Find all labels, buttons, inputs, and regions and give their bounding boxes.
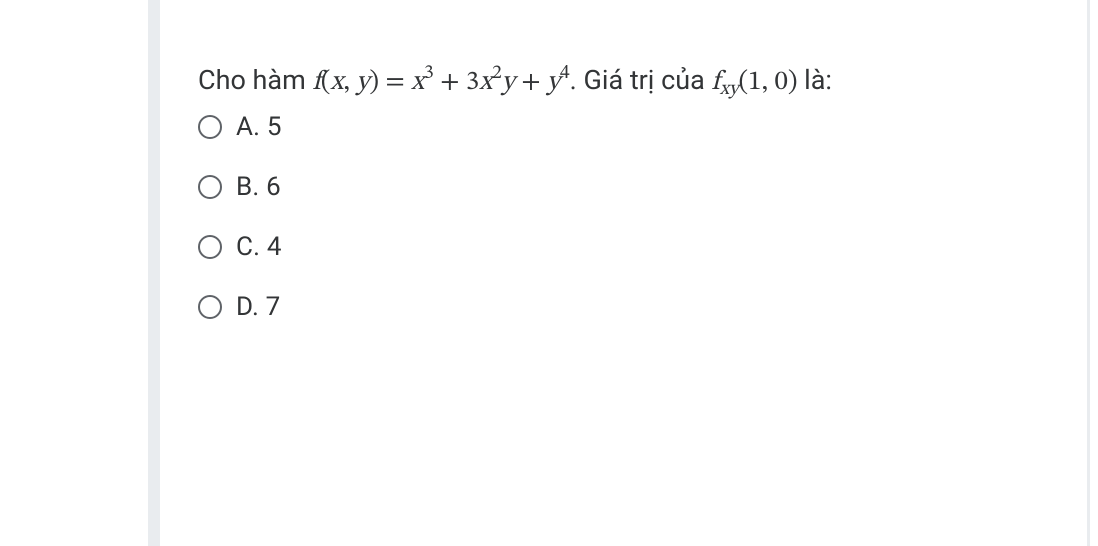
deriv-open: ( [738, 69, 748, 96]
option-c[interactable]: C. 4 [198, 232, 938, 262]
option-a[interactable]: A. 5 [198, 112, 938, 142]
deriv-sub: xy [720, 79, 739, 99]
deriv-arg2: 0 [774, 69, 787, 96]
question-prefix: Cho hàm [198, 64, 312, 96]
radio-icon[interactable] [198, 115, 222, 139]
deriv-arg1: 1 [748, 69, 761, 96]
option-label: D. 7 [236, 292, 281, 322]
option-d[interactable]: D. 7 [198, 292, 938, 322]
options-list: A. 5 B. 6 C. 4 D. 7 [198, 112, 938, 322]
deriv-f: f [711, 69, 719, 96]
left-margin-rail [148, 0, 160, 546]
page-root: Cho hàm f(x, y) = x3 + 3x2y + y4. Giá tr… [0, 0, 1098, 546]
math-expression: f(x, y) = x3 + 3x2y + y4 [312, 69, 569, 96]
right-margin-rail [1087, 0, 1090, 546]
deriv-comma: , [762, 69, 775, 96]
radio-icon[interactable] [198, 295, 222, 319]
sym-comma: , [343, 69, 356, 96]
sentence2-suffix: là: [797, 64, 832, 96]
sym-x: x [330, 69, 343, 96]
term2-coef: 3 [466, 69, 479, 96]
radio-icon[interactable] [198, 235, 222, 259]
term1-exp: 3 [424, 63, 434, 83]
period1: . [570, 64, 584, 96]
option-label: B. 6 [236, 172, 281, 202]
sym-close: ) [369, 69, 379, 96]
math-derivative: fxy(1, 0) [711, 69, 797, 96]
term3-exp: 4 [560, 63, 570, 83]
plus2: + [515, 69, 547, 96]
term3-var: y [547, 69, 560, 96]
term2-exp: 2 [492, 63, 502, 83]
option-label: A. 5 [236, 112, 282, 142]
plus1: + [434, 69, 466, 96]
sym-f: f [312, 69, 320, 96]
term2-var1: x [479, 69, 492, 96]
sym-eq: = [379, 69, 411, 96]
radio-icon[interactable] [198, 175, 222, 199]
question-text: Cho hàm f(x, y) = x3 + 3x2y + y4. Giá tr… [198, 60, 938, 104]
sentence2-prefix: Giá trị của [583, 64, 711, 96]
term1-var: x [411, 69, 424, 96]
option-b[interactable]: B. 6 [198, 172, 938, 202]
term2-var2: y [502, 69, 515, 96]
option-label: C. 4 [236, 232, 282, 262]
question-block: Cho hàm f(x, y) = x3 + 3x2y + y4. Giá tr… [198, 60, 938, 352]
sym-y: y [356, 69, 369, 96]
sym-open: ( [321, 69, 331, 96]
